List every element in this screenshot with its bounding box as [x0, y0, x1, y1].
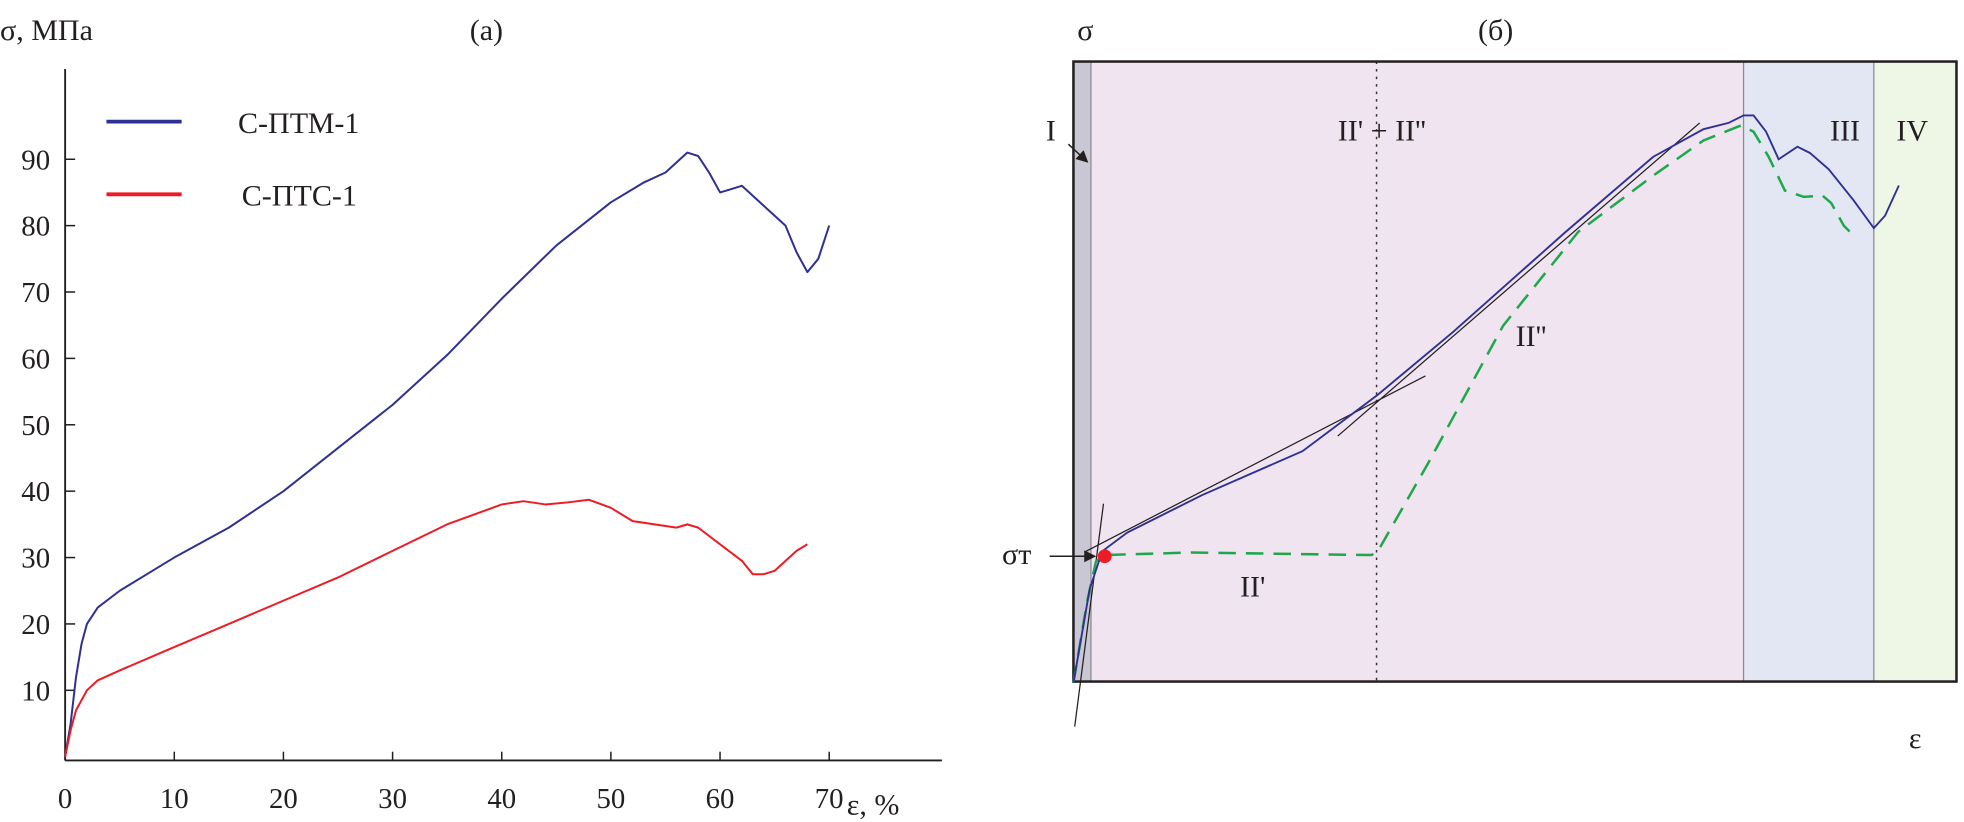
chart-a: σ, МПа (a) ε, % 0 10 20 30 40 50 60 70 10 20 30 40 5… — [0, 13, 942, 821]
series-line-0 — [64, 151, 831, 757]
x-tick-label: 70 — [815, 783, 844, 815]
plot-frame-b — [1072, 60, 1958, 683]
x-axis-label-a: ε, % — [847, 787, 900, 821]
region-IV — [1873, 61, 1957, 682]
measured-curve — [1072, 114, 1900, 683]
x-tick-label: 0 — [58, 783, 72, 815]
panel-label-a: (a) — [470, 13, 503, 47]
annotation-yield-stress: σт — [1002, 537, 1031, 571]
panel-label-b: (б) — [1478, 13, 1513, 47]
tangent-line — [1337, 122, 1701, 437]
y-tick-label: 20 — [21, 609, 50, 641]
y-tick-label: 10 — [21, 675, 50, 707]
y-axis-label-a: σ, МПа — [0, 13, 93, 47]
region-I — [1073, 61, 1091, 682]
y-tick-label: 90 — [21, 144, 50, 176]
x-tick-label: 50 — [596, 783, 625, 815]
y-axis-label-b: σ — [1077, 13, 1093, 47]
tangent-line — [1074, 503, 1105, 727]
x-axis-label-b: ε — [1909, 721, 1922, 755]
y-tick-label: 70 — [21, 277, 50, 309]
axis-ticks-a: 0 10 20 30 40 50 60 70 10 20 30 40 50 60 70 80 90 — [21, 144, 843, 815]
y-tick-label: 30 — [21, 543, 50, 575]
schematic-curves — [1049, 114, 1900, 727]
chart-b: σ (б) ε I II' + II'' III IV II'' II' σт — [1002, 13, 1958, 755]
tangent-line — [1085, 375, 1426, 552]
region-label-II: II' + II'' — [1338, 113, 1426, 147]
series-group-a — [64, 151, 831, 757]
region-III — [1743, 61, 1874, 682]
x-tick-label: 40 — [487, 783, 516, 815]
x-tick-label: 20 — [269, 783, 298, 815]
region-label-IV: IV — [1896, 113, 1928, 147]
y-tick-label: 50 — [21, 410, 50, 442]
series-line-1 — [64, 498, 808, 757]
region-label-III: III — [1830, 113, 1860, 147]
legend-label-1: С-ПТС-1 — [242, 179, 357, 213]
legend-a: С-ПТМ-1 С-ПТС-1 — [106, 106, 359, 213]
y-tick-label: 60 — [21, 343, 50, 375]
x-tick-label: 30 — [378, 783, 407, 815]
y-tick-label: 80 — [21, 211, 50, 243]
region-II — [1090, 61, 1744, 682]
x-tick-label: 60 — [706, 783, 735, 815]
yield-point-marker — [1097, 549, 1112, 564]
x-tick-label: 10 — [160, 783, 189, 815]
annotation-II-prime: II' — [1240, 569, 1265, 603]
y-tick-label: 40 — [21, 476, 50, 508]
annotation-II-double-prime: II'' — [1516, 319, 1547, 353]
region-label-I: I — [1046, 113, 1056, 147]
arrow-icon — [1067, 143, 1089, 163]
legend-label-0: С-ПТМ-1 — [238, 106, 359, 140]
